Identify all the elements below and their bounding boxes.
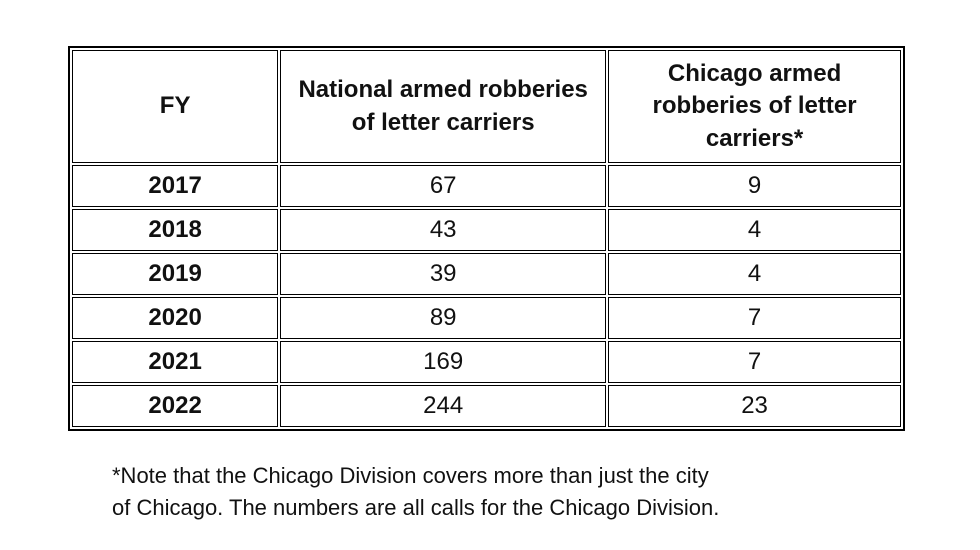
table-container: FY National armed robberies of letter ca… bbox=[68, 46, 905, 431]
national-cell: 169 bbox=[280, 341, 607, 383]
chicago-cell: 4 bbox=[608, 253, 901, 295]
fy-cell: 2019 bbox=[72, 253, 279, 295]
table-row: 2017 67 9 bbox=[72, 165, 901, 207]
national-cell: 43 bbox=[280, 209, 607, 251]
chicago-cell: 7 bbox=[608, 341, 901, 383]
robberies-table: FY National armed robberies of letter ca… bbox=[68, 46, 905, 431]
fy-cell: 2017 bbox=[72, 165, 279, 207]
national-cell: 67 bbox=[280, 165, 607, 207]
fy-cell: 2022 bbox=[72, 385, 279, 427]
table-row: 2022 244 23 bbox=[72, 385, 901, 427]
table-row: 2020 89 7 bbox=[72, 297, 901, 339]
national-cell: 39 bbox=[280, 253, 607, 295]
chicago-cell: 9 bbox=[608, 165, 901, 207]
fy-cell: 2021 bbox=[72, 341, 279, 383]
national-cell: 89 bbox=[280, 297, 607, 339]
table-row: 2018 43 4 bbox=[72, 209, 901, 251]
column-header-fy: FY bbox=[72, 50, 279, 163]
chicago-cell: 23 bbox=[608, 385, 901, 427]
table-row: 2021 169 7 bbox=[72, 341, 901, 383]
table-header-row: FY National armed robberies of letter ca… bbox=[72, 50, 901, 163]
chicago-cell: 7 bbox=[608, 297, 901, 339]
fy-cell: 2018 bbox=[72, 209, 279, 251]
column-header-chicago: Chicago armed robberies of letter carrie… bbox=[608, 50, 901, 163]
fy-cell: 2020 bbox=[72, 297, 279, 339]
chicago-cell: 4 bbox=[608, 209, 901, 251]
table-row: 2019 39 4 bbox=[72, 253, 901, 295]
national-cell: 244 bbox=[280, 385, 607, 427]
footnote: *Note that the Chicago Division covers m… bbox=[112, 463, 720, 520]
column-header-national: National armed robberies of letter carri… bbox=[280, 50, 607, 163]
